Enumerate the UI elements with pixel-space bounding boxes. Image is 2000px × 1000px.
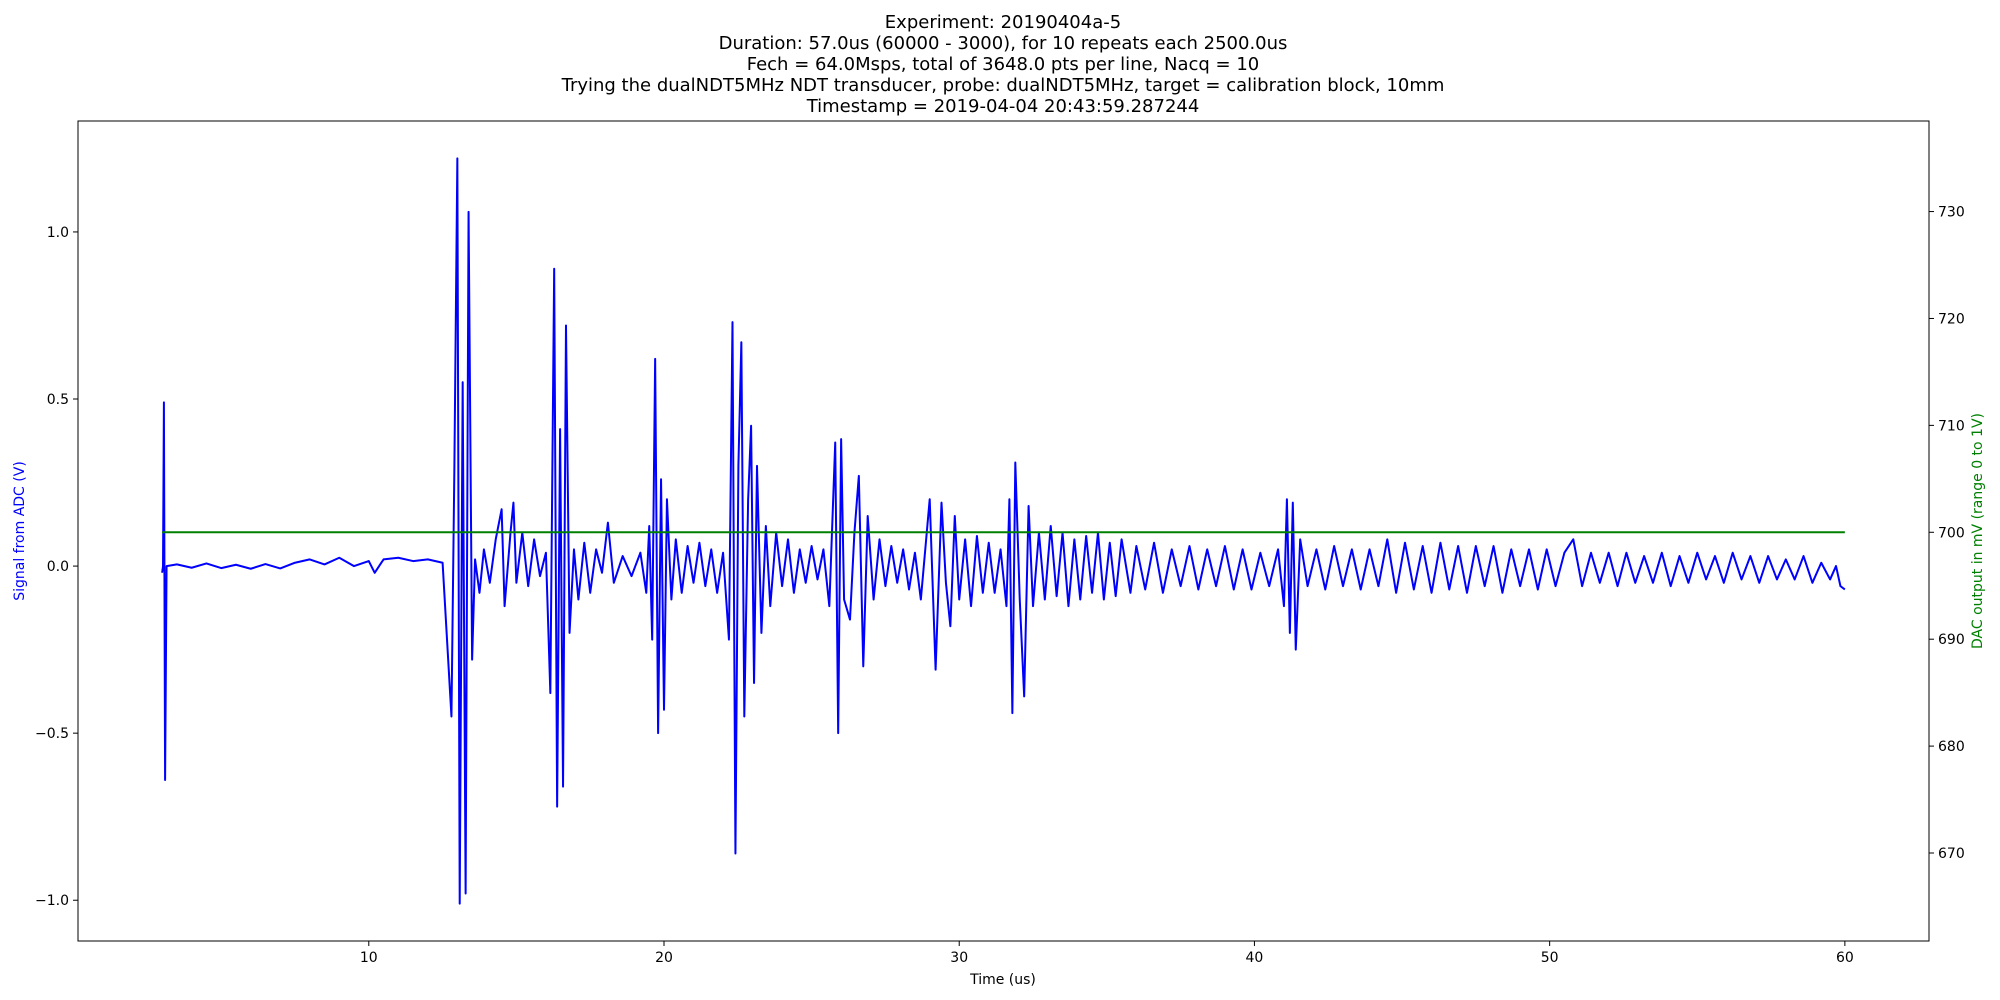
chart-title: Trying the dualNDT5MHz NDT transducer, p… [561,75,1445,96]
y2-tick-label: 730 [1938,205,1965,221]
plot-frame [77,120,1930,942]
y2-tick-label: 680 [1938,739,1965,755]
chart-title: Duration: 57.0us (60000 - 3000), for 10 … [719,33,1288,54]
chart-title: Fech = 64.0Msps, total of 3648.0 pts per… [747,54,1260,75]
y-tick-label: −1.0 [35,893,69,909]
y2-tick-label: 690 [1938,632,1965,648]
y2-tick-label: 700 [1938,525,1965,541]
series-line [161,157,1846,905]
x-tick-label: 60 [1836,950,1854,966]
y-tick-label: 1.0 [47,225,69,241]
y-tick-label: 0.0 [47,559,69,575]
x-tick-label: 10 [360,950,378,966]
x-tick-label: 50 [1541,950,1559,966]
y2-tick-label: 720 [1938,311,1965,327]
chart-title: Experiment: 20190404a-5 [885,12,1121,33]
y2-tick-label: 670 [1938,846,1965,862]
x-tick-label: 30 [950,950,968,966]
y2-tick-label: 710 [1938,418,1965,434]
y-tick-label: −0.5 [35,726,69,742]
y2-axis-label: DAC output in mV (range 0 to 1V) [1970,413,1986,649]
x-tick-label: 20 [655,950,673,966]
x-tick-label: 40 [1246,950,1264,966]
x-axis-label: Time (us) [969,972,1036,988]
y-tick-label: 0.5 [47,392,69,408]
y-axis-label: Signal from ADC (V) [12,461,28,601]
chart-title: Timestamp = 2019-04-04 20:43:59.287244 [806,96,1200,117]
